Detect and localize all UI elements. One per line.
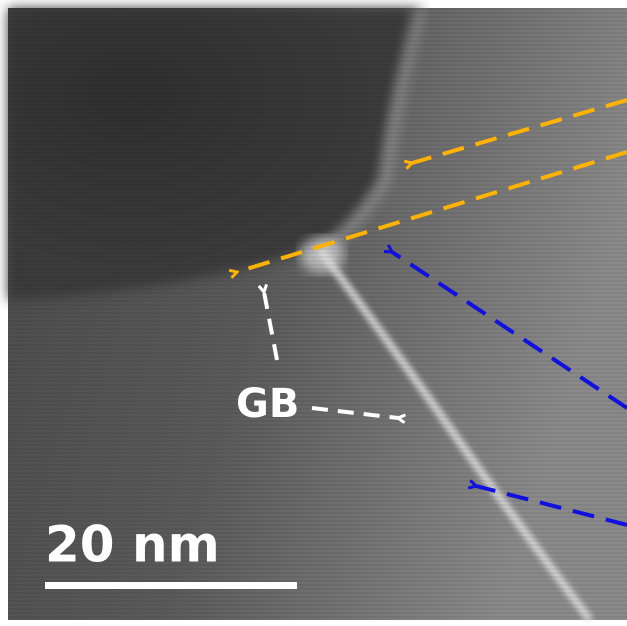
scale-bar	[45, 582, 297, 589]
micrograph: GB 20 nm	[0, 0, 627, 626]
gb-label: GB	[236, 381, 299, 427]
page: GB 20 nm (() => { const data = JSON.pars…	[0, 0, 627, 626]
scale-bar-label: 20 nm	[45, 516, 220, 574]
